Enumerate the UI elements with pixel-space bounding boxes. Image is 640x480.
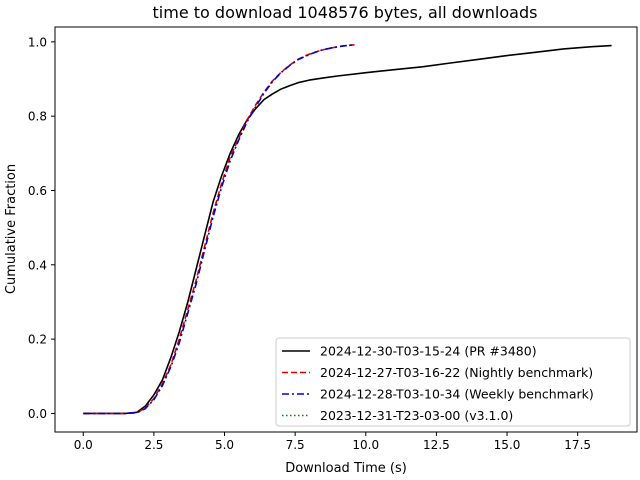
y-axis-label: Cumulative Fraction <box>4 164 19 294</box>
x-tick-label: 17.5 <box>564 438 591 452</box>
plot-frame <box>54 26 638 433</box>
x-tick-label: 5.0 <box>215 438 234 452</box>
x-axis: 0.0 2.5 5.0 7.5 10.0 12.5 15.0 17.5 <box>74 432 591 452</box>
legend-box <box>275 337 631 427</box>
y-axis: 0.0 0.2 0.4 0.6 0.8 1.0 <box>28 35 55 421</box>
legend-label-3: 2024-12-28-T03-10-34 (Weekly benchmark) <box>320 387 594 402</box>
y-tick-label: 0.8 <box>28 110 47 124</box>
x-tick-label: 15.0 <box>494 438 521 452</box>
series-line-1 <box>83 44 612 415</box>
y-tick-label: 0.0 <box>28 407 47 421</box>
legend-label-2: 2024-12-27-T03-16-22 (Nightly benchmark) <box>320 365 593 380</box>
plot-area <box>54 26 638 433</box>
series-lines <box>83 44 612 415</box>
series-line-2 <box>83 44 355 415</box>
x-tick-label: 7.5 <box>286 438 305 452</box>
x-tick-label: 10.0 <box>352 438 379 452</box>
chart-title: time to download 1048576 bytes, all down… <box>153 3 538 22</box>
y-tick-label: 0.6 <box>28 184 47 198</box>
legend-label-4: 2023-12-31-T23-03-00 (v3.1.0) <box>320 408 513 423</box>
y-tick-label: 1.0 <box>28 35 47 49</box>
series-line-3 <box>83 44 355 415</box>
legend-label-1: 2024-12-30-T03-15-24 (PR #3480) <box>320 344 537 359</box>
legend: 2024-12-30-T03-15-24 (PR #3480) 2024-12-2… <box>275 337 631 427</box>
x-tick-label: 12.5 <box>423 438 450 452</box>
y-tick-label: 0.2 <box>28 333 47 347</box>
x-axis-label: Download Time (s) <box>285 461 407 476</box>
x-tick-label: 0.0 <box>74 438 93 452</box>
x-tick-label: 2.5 <box>144 438 163 452</box>
y-tick-label: 0.4 <box>28 258 47 272</box>
